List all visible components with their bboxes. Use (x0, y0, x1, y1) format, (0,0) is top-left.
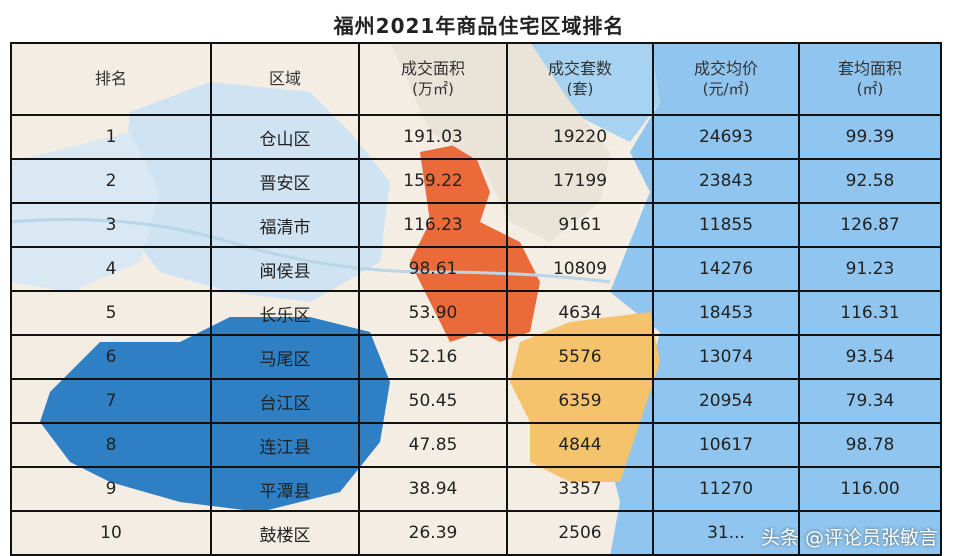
cell-rank: 8 (10, 422, 212, 468)
table-row: 5 长乐区 53.90 4634 18453 116.31 (10, 290, 942, 336)
cell-avg-size: 116.00 (798, 466, 942, 512)
cell-avg-size: 93.54 (798, 334, 942, 380)
table-row: 10 鼓楼区 26.39 2506 31... (10, 510, 942, 556)
cell-avg-size (798, 510, 942, 556)
table-row: 8 连江县 47.85 4844 10617 98.78 (10, 422, 942, 468)
cell-units: 2506 (506, 510, 654, 556)
cell-rank: 10 (10, 510, 212, 556)
header-avg-size: 套均面积 (㎡) (798, 42, 942, 116)
cell-units: 17199 (506, 158, 654, 204)
table-row: 1 仓山区 191.03 19220 24693 99.39 (10, 114, 942, 160)
cell-area: 52.16 (358, 334, 508, 380)
cell-district: 仓山区 (210, 114, 360, 160)
cell-area: 53.90 (358, 290, 508, 336)
cell-rank: 2 (10, 158, 212, 204)
cell-rank: 9 (10, 466, 212, 512)
table-row: 3 福清市 116.23 9161 11855 126.87 (10, 202, 942, 248)
cell-units: 5576 (506, 334, 654, 380)
cell-district: 福清市 (210, 202, 360, 248)
table-row: 2 晋安区 159.22 17199 23843 92.58 (10, 158, 942, 204)
cell-avg-size: 99.39 (798, 114, 942, 160)
cell-area: 98.61 (358, 246, 508, 292)
watermark: 头条 @评论员张敏言 (760, 527, 938, 549)
cell-rank: 5 (10, 290, 212, 336)
cell-district: 长乐区 (210, 290, 360, 336)
cell-units: 4844 (506, 422, 654, 468)
cell-avg-size: 79.34 (798, 378, 942, 424)
cell-avg-price: 18453 (652, 290, 800, 336)
cell-units: 10809 (506, 246, 654, 292)
cell-units: 4634 (506, 290, 654, 336)
cell-units: 19220 (506, 114, 654, 160)
cell-district: 晋安区 (210, 158, 360, 204)
cell-rank: 4 (10, 246, 212, 292)
cell-avg-price: 31... (652, 510, 800, 556)
table-row: 9 平潭县 38.94 3357 11270 116.00 (10, 466, 942, 512)
cell-area: 191.03 (358, 114, 508, 160)
cell-rank: 6 (10, 334, 212, 380)
table-header-row: 排名 区域 成交面积 (万㎡) 成交套数 (套) 成交均价 (元/㎡) 套均面积 (㎡) (10, 42, 942, 116)
table-row: 7 台江区 50.45 6359 20954 79.34 (10, 378, 942, 424)
cell-area: 47.85 (358, 422, 508, 468)
cell-district: 平潭县 (210, 466, 360, 512)
cell-avg-size: 98.78 (798, 422, 942, 468)
cell-avg-price: 10617 (652, 422, 800, 468)
cell-avg-price: 11855 (652, 202, 800, 248)
table-row: 4 闽侯县 98.61 10809 14276 91.23 (10, 246, 942, 292)
cell-units: 9161 (506, 202, 654, 248)
page-title: 福州2021年商品住宅区域排名 (333, 14, 625, 38)
cell-area: 50.45 (358, 378, 508, 424)
header-district: 区域 (210, 42, 360, 116)
cell-district: 鼓楼区 (210, 510, 360, 556)
cell-avg-size: 92.58 (798, 158, 942, 204)
cell-avg-price: 11270 (652, 466, 800, 512)
cell-units: 3357 (506, 466, 654, 512)
cell-avg-size: 91.23 (798, 246, 942, 292)
cell-area: 26.39 (358, 510, 508, 556)
header-units: 成交套数 (套) (506, 42, 654, 116)
table-row: 6 马尾区 52.16 5576 13074 93.54 (10, 334, 942, 380)
cell-district: 连江县 (210, 422, 360, 468)
cell-district: 台江区 (210, 378, 360, 424)
header-area: 成交面积 (万㎡) (358, 42, 508, 116)
cell-district: 闽侯县 (210, 246, 360, 292)
header-avg-price: 成交均价 (元/㎡) (652, 42, 800, 116)
cell-district: 马尾区 (210, 334, 360, 380)
cell-avg-price: 14276 (652, 246, 800, 292)
header-rank: 排名 (10, 42, 212, 116)
cell-avg-price: 20954 (652, 378, 800, 424)
cell-avg-price: 13074 (652, 334, 800, 380)
cell-avg-price: 24693 (652, 114, 800, 160)
cell-area: 159.22 (358, 158, 508, 204)
cell-rank: 1 (10, 114, 212, 160)
ranking-table: 排名 区域 成交面积 (万㎡) 成交套数 (套) 成交均价 (元/㎡) 套均面积 (㎡)… (10, 42, 942, 556)
cell-avg-price: 23843 (652, 158, 800, 204)
cell-area: 38.94 (358, 466, 508, 512)
cell-rank: 3 (10, 202, 212, 248)
cell-rank: 7 (10, 378, 212, 424)
cell-avg-size: 126.87 (798, 202, 942, 248)
cell-avg-size: 116.31 (798, 290, 942, 336)
cell-area: 116.23 (358, 202, 508, 248)
cell-units: 6359 (506, 378, 654, 424)
